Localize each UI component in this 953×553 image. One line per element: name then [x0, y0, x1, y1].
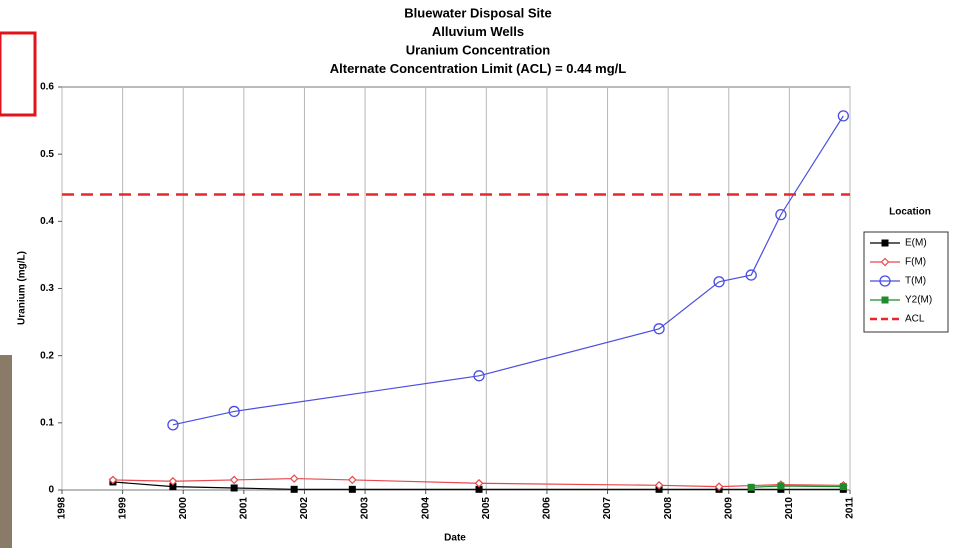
- marker: [474, 478, 484, 488]
- legend-label: Y2(M): [905, 295, 932, 306]
- x-tick-label: 1998: [57, 497, 68, 520]
- y-tick-label: 0: [48, 485, 54, 496]
- marker: [881, 296, 889, 304]
- marker: [473, 370, 485, 382]
- marker: [653, 323, 665, 335]
- y-tick-label: 0.3: [40, 283, 54, 294]
- legend-label: E(M): [905, 238, 927, 249]
- highlight-box: [0, 31, 37, 117]
- x-tick-label: 2001: [238, 497, 249, 520]
- series-line: [172, 115, 844, 426]
- marker: [289, 474, 299, 483]
- x-tick-label: 2009: [723, 497, 734, 520]
- marker: [347, 475, 357, 485]
- marker: [228, 405, 240, 418]
- marker: [747, 483, 755, 491]
- marker: [713, 276, 725, 288]
- legend-label: T(M): [905, 276, 926, 287]
- y-tick-label: 0.2: [40, 350, 54, 361]
- x-tick-label: 2007: [602, 497, 613, 520]
- marker: [290, 485, 298, 493]
- marker: [229, 475, 239, 485]
- legend-label: F(M): [905, 257, 926, 268]
- marker: [167, 419, 179, 431]
- x-tick-label: 2004: [420, 497, 431, 520]
- marker: [837, 110, 849, 122]
- marker: [168, 476, 178, 486]
- marker: [879, 275, 891, 287]
- marker: [108, 475, 118, 485]
- legend-box: [863, 231, 949, 333]
- marker: [777, 482, 785, 490]
- x-tick-label: 2000: [178, 497, 189, 520]
- y-tick-label: 0.5: [40, 149, 54, 160]
- plot-frame: [61, 86, 851, 491]
- y-axis-label: Uranium (mg/L): [17, 251, 28, 325]
- y-tick-label: 0.1: [40, 417, 54, 428]
- marker: [348, 485, 356, 493]
- x-tick-label: 2011: [845, 497, 856, 519]
- x-tick-label: 2006: [542, 497, 553, 520]
- marker: [654, 480, 664, 490]
- legend-title: Location: [889, 207, 931, 218]
- y-tick-label: 0.6: [40, 82, 54, 93]
- marker: [475, 485, 483, 493]
- x-tick-label: 2008: [663, 497, 674, 520]
- marker: [230, 484, 238, 492]
- series-line: [751, 485, 844, 488]
- marker: [745, 269, 757, 281]
- marker: [775, 208, 787, 221]
- photo-strip: [0, 355, 12, 548]
- x-tick-label: 2002: [299, 497, 310, 520]
- x-tick-label: 1999: [117, 497, 128, 520]
- x-tick-label: 2003: [360, 497, 371, 520]
- marker: [881, 239, 889, 247]
- chart-title: Alternate Concentration Limit (ACL) = 0.…: [330, 61, 627, 76]
- x-axis-label: Date: [444, 533, 466, 544]
- chart-title: Bluewater Disposal Site: [404, 5, 551, 20]
- marker: [169, 483, 177, 491]
- x-tick-label: 2010: [784, 497, 795, 520]
- marker: [839, 483, 847, 491]
- x-tick-label: 2005: [481, 497, 492, 520]
- y-tick-label: 0.4: [40, 216, 54, 227]
- marker: [880, 257, 890, 267]
- chart-title: Alluvium Wells: [432, 24, 524, 39]
- marker: [714, 482, 724, 491]
- legend-label: ACL: [905, 314, 925, 325]
- chart-title: Uranium Concentration: [406, 42, 551, 57]
